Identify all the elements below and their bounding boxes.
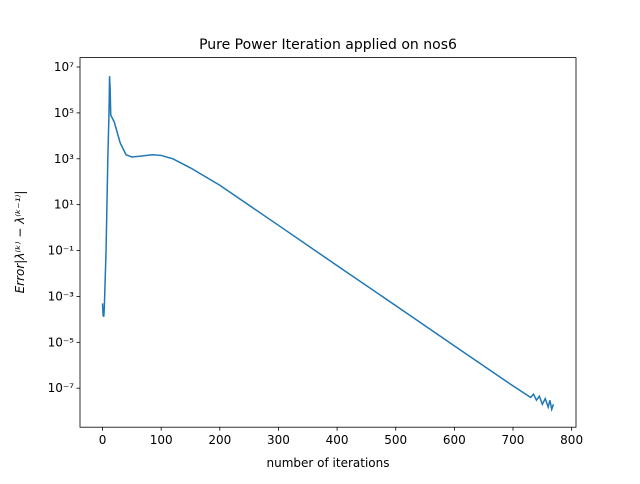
x-axis-label: number of iterations xyxy=(267,456,390,470)
y-tick-label: 10⁻³ xyxy=(48,289,75,303)
y-tick-label: 10¹ xyxy=(54,198,74,212)
x-tick-label: 300 xyxy=(267,433,290,447)
x-tick-label: 500 xyxy=(384,433,407,447)
y-tick-label: 10³ xyxy=(54,152,74,166)
plot-frame xyxy=(79,57,577,428)
y-tick-label: 10⁻⁵ xyxy=(48,335,75,349)
y-axis-label: Error|λ⁽ᵏ⁾ − λ⁽ᵏ⁻¹⁾| xyxy=(13,191,27,294)
y-tick-label: 10⁷ xyxy=(54,60,74,74)
data-line xyxy=(101,76,555,413)
x-tick-label: 0 xyxy=(99,433,107,447)
x-tick-label: 400 xyxy=(326,433,349,447)
x-tick-label: 100 xyxy=(150,433,173,447)
x-tick-label: 700 xyxy=(502,433,525,447)
x-tick-label: 200 xyxy=(208,433,231,447)
y-tick-label: 10⁻⁷ xyxy=(48,381,75,395)
y-tick-label: 10⁻¹ xyxy=(48,244,75,258)
chart-title: Pure Power Iteration applied on nos6 xyxy=(199,37,457,53)
x-tick-label: 800 xyxy=(560,433,583,447)
x-tick-label: 600 xyxy=(443,433,466,447)
y-tick-label: 10⁵ xyxy=(54,106,74,120)
